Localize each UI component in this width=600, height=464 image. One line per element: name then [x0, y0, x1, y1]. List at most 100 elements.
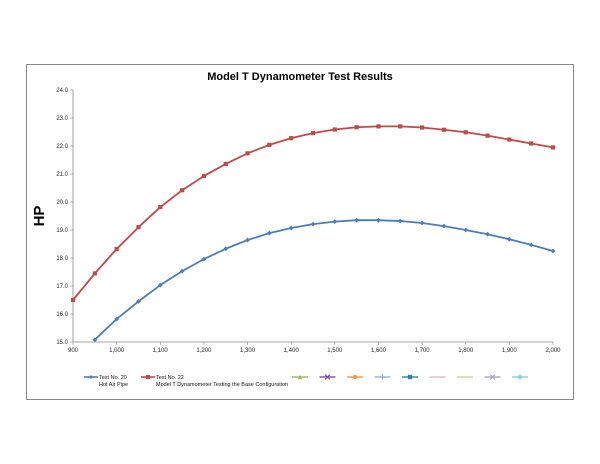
- legend-extra-item: [484, 374, 501, 380]
- y-tick-label: 16.0: [56, 312, 68, 318]
- legend-extra-marker: [407, 374, 413, 380]
- series-test-22-point: [507, 137, 512, 142]
- chart-frame: [26, 64, 574, 400]
- chart-title: Model T Dynamometer Test Results: [207, 71, 393, 83]
- legend-extra-marker: [489, 374, 496, 380]
- series-test-20-point: [223, 246, 229, 252]
- y-tick-label: 21.0: [56, 172, 68, 178]
- x-tick-label: 1,200: [196, 348, 212, 354]
- legend-extra-item: [402, 374, 418, 380]
- legend-extra-marker: [352, 374, 358, 380]
- legend-extra-marker: [517, 374, 523, 380]
- series-test-22-point: [463, 130, 468, 135]
- x-tick-label: 1,000: [109, 348, 125, 354]
- series-test-20-point: [288, 225, 294, 231]
- x-tick-label: 1,900: [502, 348, 518, 354]
- series-test-22-point: [245, 151, 250, 156]
- series-test-22-point: [201, 173, 207, 179]
- legend-extra-item: [512, 374, 528, 380]
- legend-label-test-22: Test No. 22: [156, 375, 184, 381]
- series-test-20-point: [485, 231, 490, 237]
- legend-label-test-20: Test No. 20: [99, 375, 127, 381]
- axes: [72, 90, 553, 343]
- x-tick-label: 2,000: [545, 348, 561, 354]
- series-test-20-point: [419, 220, 425, 226]
- series-test-20-point: [136, 299, 141, 304]
- x-axis-ticks: 900 1,000 1,100 1,200 1,300 1,400 1,500 1,600 1,…: [68, 342, 561, 354]
- series-test-22-point: [332, 127, 337, 132]
- x-tick-label: 1,300: [240, 348, 256, 354]
- legend-extra-marker: [324, 374, 331, 380]
- series-test-20-point: [463, 227, 469, 233]
- series-test-22-point: [376, 124, 381, 129]
- x-tick-label: 1,400: [284, 348, 300, 354]
- y-tick-label: 17.0: [56, 284, 68, 290]
- y-axis-label: HP: [31, 206, 48, 227]
- legend-extra-marker: [297, 374, 303, 380]
- y-tick-label: 23.0: [56, 116, 68, 122]
- series-test-20-point: [397, 218, 403, 224]
- series-test-20-point: [201, 256, 207, 262]
- series-test-22-point: [485, 133, 490, 138]
- series-test-22-point: [114, 246, 119, 252]
- series-test-20-point: [266, 230, 272, 236]
- legend-extra-markers: [292, 374, 528, 380]
- legend-extra-item: [347, 374, 363, 380]
- y-tick-label: 18.0: [56, 256, 68, 262]
- series-test-22-point: [267, 142, 272, 147]
- series-test-20-point: [179, 268, 185, 274]
- series-test-20-point: [506, 236, 512, 242]
- series-test-20-point: [245, 237, 250, 243]
- series-test-20-point: [114, 316, 120, 322]
- series-test-22-point: [419, 125, 425, 130]
- y-tick-label: 22.0: [56, 144, 68, 150]
- legend-extra-item: [374, 374, 391, 380]
- series-test-20-point: [550, 248, 556, 254]
- x-tick-label: 900: [68, 348, 79, 354]
- series-test-22-point: [223, 161, 228, 167]
- series-test-22-point: [92, 271, 97, 276]
- legend-item-test-20: Test No. 20 Hot Air Pipe: [84, 375, 128, 388]
- series-test-22-point: [136, 225, 141, 230]
- y-tick-label: 19.0: [56, 228, 68, 234]
- series-test-20-point: [528, 242, 534, 248]
- series-test-22-point: [441, 127, 447, 132]
- series-test-20-point: [157, 282, 163, 288]
- series-test-22-line: [72, 125, 554, 301]
- legend: Test No. 20 Hot Air Pipe Test No. 22 Mod…: [84, 374, 528, 388]
- y-tick-label: 20.0: [56, 200, 68, 206]
- series-test-22-point: [289, 136, 294, 141]
- series-test-20-point: [92, 337, 98, 343]
- series-test-20-line: [94, 219, 554, 341]
- legend-sublabel-test-22: Model T Dynamometer Testing the Base Con…: [156, 382, 288, 388]
- series-test-22-point: [158, 204, 163, 210]
- legend-sublabel-test-20: Hot Air Pipe: [99, 382, 128, 388]
- series-test-20-point: [376, 217, 381, 223]
- series-test-22-point: [70, 297, 76, 303]
- legend-extra-item: [292, 374, 308, 380]
- y-axis-ticks: 15.0 16.0 17.0 18.0 19.0 20.0 21.0 22.0 23.0 24.0: [56, 88, 73, 346]
- legend-item-test-22: Test No. 22 Model T Dynamometer Testing …: [141, 375, 288, 388]
- x-tick-label: 1,600: [371, 348, 387, 354]
- x-tick-label: 1,700: [415, 348, 431, 354]
- series-test-22-point: [354, 125, 359, 130]
- series-test-20-point: [441, 223, 447, 229]
- series-test-20-point: [332, 219, 338, 224]
- series-test-20-point: [354, 217, 360, 223]
- legend-extra-item: [319, 374, 336, 380]
- x-tick-label: 1,100: [153, 348, 169, 354]
- series-test-22-point: [529, 141, 534, 146]
- x-tick-label: 1,800: [458, 348, 474, 354]
- legend-extra-marker: [379, 374, 386, 380]
- y-tick-label: 24.0: [56, 88, 68, 94]
- legend-marker-test-22: [146, 375, 150, 379]
- series-test-22-point: [179, 188, 185, 193]
- series-test-22-point: [398, 124, 403, 129]
- series-test-22-point: [310, 131, 316, 136]
- x-tick-label: 1,500: [327, 348, 343, 354]
- series-test-22-point: [550, 145, 556, 150]
- y-tick-label: 15.0: [56, 340, 68, 346]
- legend-marker-test-20: [89, 375, 93, 379]
- series-group: [70, 124, 556, 343]
